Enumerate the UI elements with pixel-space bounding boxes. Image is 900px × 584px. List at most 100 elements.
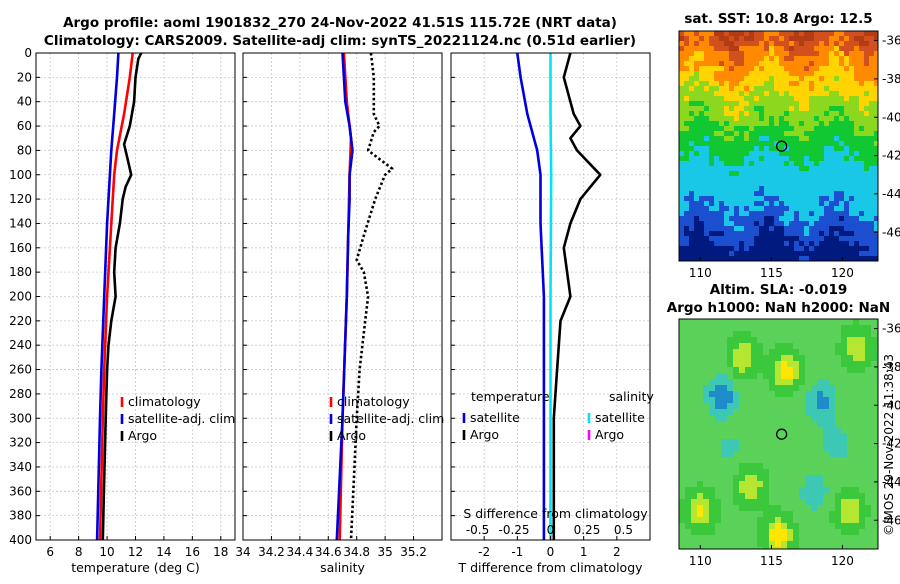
map-y-tick-label: -44 [882,187,900,201]
map-title-line1: Altim. SLA: -0.019 [710,282,847,298]
series-climatology-line [98,52,134,541]
map-x-tick-label: 110 [689,266,712,280]
series-s_sat-line [549,53,553,540]
map-title: sat. SST: 10.8 Argo: 12.5 [684,11,872,27]
x-tick-label: 6 [46,545,54,559]
y-tick-label: 260 [9,363,32,377]
x-tick-label: 34.8 [343,545,370,559]
x-tick-label: 34.2 [258,545,285,559]
map-sla: -36 -38 -40 -42 -44 -46 110 115 120 Altim. SLA: -… [667,282,900,568]
x-tick-label: 35.2 [400,545,427,559]
legend-label-t-1: Argo [470,427,499,442]
panel-salinity: 34 34.2 34.4 34.6 34.8 35 35.2 salinity climatol… [235,52,444,575]
argo-location-marker [775,428,788,440]
map-cells-sst [679,31,879,262]
y-tick-label: 320 [9,436,32,450]
legend-title-temperature: temperature [471,389,550,404]
map-x-tick-label: 110 [689,554,712,568]
x-tick-label: 1 [580,545,588,559]
y-tick-label: 200 [9,290,32,304]
y-tick-label: 280 [9,387,32,401]
map-frame [678,30,879,262]
x-tick-label: 8 [75,545,83,559]
argo-location-marker [775,140,788,152]
map-y-tick-label: -42 [882,149,900,163]
map-title-line2: Argo h1000: NaN h2000: NaN [667,300,890,316]
y-tick-label: 180 [9,265,32,279]
x-tick-label: 0 [547,545,555,559]
x-tick-label: 12 [128,545,143,559]
map-x-tick-label: 115 [760,266,783,280]
map-y-tick-label: -38 [882,360,900,374]
legend-label-t-0: satellite [470,410,520,425]
y-tick-label: 400 [9,533,32,547]
map-y-tick-label: -36 [882,322,900,336]
y-tick-label: 220 [9,314,32,328]
map-x-tick-label: 115 [760,554,783,568]
y-tick-label: 360 [9,484,32,498]
legend-label-climatology: climatology [128,394,201,409]
figure-title-line2: Climatology: CARS2009. Satellite-adj cli… [44,33,636,49]
legend-label-climatology: climatology [337,394,410,409]
x-axis-label: T difference from climatology [457,560,643,575]
s-tick-label: 0.5 [614,523,633,537]
series-satellite-line [335,52,354,541]
x-tick-label: 34 [235,545,250,559]
y-tick-label: 140 [9,216,32,230]
map-y-tick-label: -42 [882,437,900,451]
y-tick-label: 20 [17,70,32,84]
series-t_sat-line [516,52,546,540]
legend-label-satellite: satellite-adj. clim [337,411,444,426]
x-tick-label: 2 [613,545,621,559]
panel-temperature: 0 20 40 60 80 100 120 140 160 180 200 220 240 260 280 3… [9,46,236,575]
map-y-tick-label: -40 [882,110,900,124]
figure-title-line1: Argo profile: aoml 1901832_270 24-Nov-20… [63,15,617,31]
series-argo-line [349,52,394,541]
y-tick-label: 60 [17,119,32,133]
x-tick-label: 35 [378,545,393,559]
s-axis-label: S difference from climatology [463,506,648,521]
map-frame [678,318,879,550]
y-tick-label: 380 [9,509,32,523]
y-tick-label: 100 [9,168,32,182]
copyright-label: ©IMOS 29-Nov-2022 11:38:43 [882,354,896,536]
x-tick-label: 34.6 [315,545,342,559]
map-y-tick-label: -46 [882,225,900,239]
map-y-tick-label: -46 [882,513,900,527]
map-y-tick-label: -36 [882,34,900,48]
x-axis-label: temperature (deg C) [71,560,200,575]
x-tick-label: 34.4 [286,545,313,559]
legend-label-argo: Argo [337,428,366,443]
map-y-tick-label: -44 [882,475,900,489]
y-tick-label: 40 [17,95,32,109]
legend-label-s-0: satellite [595,410,645,425]
map-sst: -36 -38 -40 -42 -44 -46 110 115 120 sat. SST: 10.… [678,11,900,280]
s-tick-label: -0.5 [466,523,489,537]
x-axis-label: salinity [320,560,365,575]
y-tick-label: 0 [24,46,32,60]
s-tick-label: -0.25 [498,523,529,537]
x-tick-label: -1 [511,545,523,559]
map-x-tick-label: 120 [831,554,854,568]
x-tick-label: 16 [185,545,200,559]
y-tick-label: 300 [9,411,32,425]
series-argo-line [101,52,143,541]
x-tick-label: 10 [99,545,114,559]
x-tick-label: 14 [156,545,171,559]
series-argo-line [552,52,602,540]
legend-label-s-1: Argo [595,427,624,442]
y-tick-label: 240 [9,338,32,352]
y-tick-label: 80 [17,143,32,157]
series-satellite-line [95,52,120,541]
legend-label-argo: Argo [128,428,157,443]
legend-label-satellite: satellite-adj. clim [128,411,235,426]
x-tick-label: 18 [213,545,228,559]
map-x-tick-label: 120 [831,266,854,280]
y-tick-label: 160 [9,241,32,255]
y-tick-label: 340 [9,460,32,474]
s-tick-label: 0.25 [574,523,601,537]
legend-title-salinity: salinity [609,389,654,404]
panel-difference: -2 -1 0 1 2T difference from climatology temp… [450,52,654,575]
